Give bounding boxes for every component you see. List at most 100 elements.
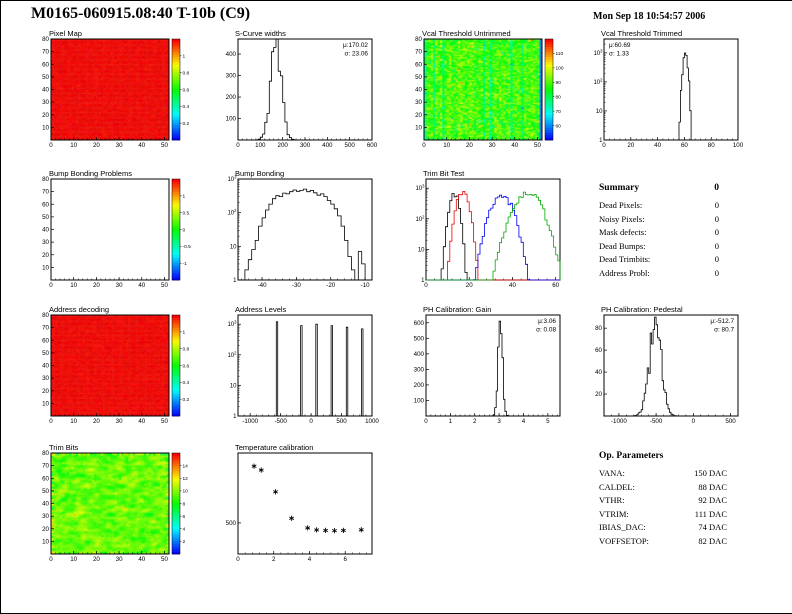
svg-text:30: 30 [116, 556, 123, 563]
svg-text:50: 50 [42, 214, 49, 221]
chart-ph-calibration-pedestal: PH Calibration: Pedestal -1000 -500 0 500 20… [578, 303, 744, 429]
summary-header: Summary 0 [599, 183, 719, 193]
chart-vcal-threshold-untrimmed: Vcal Threshold Untrimmed 0 10 20 30 40 50 10 20… [404, 27, 574, 153]
param-row: VTHR: 92 DAC [599, 494, 727, 508]
svg-text:60: 60 [42, 201, 49, 208]
svg-text:0: 0 [309, 418, 313, 425]
svg-text:12: 12 [183, 476, 189, 482]
svg-text:1: 1 [421, 278, 425, 284]
chart-ph-calibration-gain: PH Calibration: Gain 0 1 2 3 4 5 100 200 300 400 5… [400, 303, 566, 429]
svg-text:20: 20 [627, 142, 634, 149]
svg-text:400: 400 [322, 142, 333, 149]
svg-text:1: 1 [233, 278, 237, 284]
svg-text:20: 20 [466, 142, 473, 149]
chart-title: Vcal Threshold Untrimmed [422, 29, 511, 38]
svg-text:6: 6 [183, 514, 186, 520]
svg-text:60: 60 [552, 282, 559, 289]
svg-text:10: 10 [70, 142, 77, 149]
summary-row: Mask defects: 0 [599, 226, 719, 240]
op-parameters-panel: Op. Parameters VANA: 150 DAC CALDEL: 88 … [599, 451, 727, 548]
svg-text:10: 10 [443, 142, 450, 149]
svg-text:80: 80 [42, 312, 49, 319]
svg-text:10: 10 [596, 109, 603, 115]
svg-text:0.4: 0.4 [183, 104, 190, 110]
row-value: 74 DAC [698, 522, 727, 532]
svg-text:60: 60 [595, 347, 602, 354]
trimbit_test-plot: 0 20 40 60 1 10 102 103 [415, 178, 561, 289]
svg-text:500: 500 [725, 418, 736, 425]
svg-text:1: 1 [183, 194, 186, 200]
svg-text:200: 200 [278, 142, 289, 149]
svg-text:0: 0 [49, 556, 53, 563]
summary-total: 0 [714, 183, 719, 193]
svg-text:20: 20 [93, 142, 100, 149]
row-label: Dead Pixels: [599, 200, 643, 210]
svg-text:20: 20 [93, 556, 100, 563]
svg-text:100: 100 [414, 397, 425, 404]
param-row: VOFFSETOP: 82 DAC [599, 535, 727, 549]
pixel_map-heatmap-canvas [51, 39, 169, 140]
trim_bits-plot: 0 10 20 30 40 50 10 20 30 40 50 60 70 80 2 4 6 8 10 12 14 [42, 450, 189, 563]
svg-text:60: 60 [42, 61, 49, 68]
svg-text:500: 500 [414, 335, 425, 342]
row-label: Address Probl: [599, 267, 650, 278]
svg-text:600: 600 [367, 142, 378, 149]
svg-text:30: 30 [42, 513, 49, 520]
summary-row: Dead Pixels: 0 [599, 199, 719, 213]
svg-text:10: 10 [42, 538, 49, 545]
svg-text:40: 40 [42, 363, 49, 370]
svg-text:70: 70 [42, 49, 49, 56]
chart-vcal-threshold-trimmed: Vcal Threshold Trimmed 0 20 40 60 80 100 1 10 10… [578, 27, 744, 153]
param-row: VANA: 150 DAC [599, 467, 727, 481]
op-parameters-header: Op. Parameters [599, 451, 727, 461]
svg-text:30: 30 [116, 282, 123, 289]
svg-text:300: 300 [300, 142, 311, 149]
svg-text:70: 70 [42, 463, 49, 470]
svg-text:103: 103 [227, 175, 237, 184]
svg-text:0: 0 [692, 418, 696, 425]
row-value: 0 [714, 240, 719, 251]
row-label: Mask defects: [599, 227, 647, 237]
row-value: 0 [714, 200, 719, 210]
svg-text:400: 400 [414, 351, 425, 358]
svg-text:10: 10 [183, 489, 189, 495]
svg-text:30: 30 [415, 99, 422, 106]
svg-text:10: 10 [42, 400, 49, 407]
svg-text:20: 20 [42, 526, 49, 533]
summary-row: Dead Trimbits: 0 [599, 253, 719, 267]
svg-text:80: 80 [415, 36, 422, 43]
chart-title: PH Calibration: Pedestal [601, 305, 683, 314]
pixel_map-plot: 0 10 20 30 40 50 10 20 30 40 50 60 70 80 0.2 0.4 0.6 0.8 1 [42, 36, 190, 149]
svg-text:80: 80 [595, 325, 602, 332]
svg-text:10: 10 [42, 264, 49, 271]
chart-title: PH Calibration: Gain [423, 305, 492, 314]
svg-text:500: 500 [345, 142, 356, 149]
ph_pedestal-plot: -1000 -500 0 500 20 40 60 80 μ:-512.7 σ: 80.7 [595, 314, 739, 425]
chart-title: Address Levels [235, 305, 287, 314]
summary-row: Address Probl: 0 [599, 267, 719, 281]
svg-text:102: 102 [593, 77, 603, 86]
summary-title: Summary [599, 183, 640, 193]
addr_decoding-plot: 0 10 20 30 40 50 10 20 30 40 50 60 70 80 0.2 0.4 0.6 0.8 1 [42, 312, 190, 425]
vcal_trimmed-plot: 0 20 40 60 80 100 1 10 102 103 μ:60.69 σ: 1.33 [593, 38, 744, 149]
svg-text:100: 100 [556, 66, 564, 72]
svg-text:20: 20 [42, 388, 49, 395]
op-parameters-title: Op. Parameters [599, 451, 664, 461]
svg-text:20: 20 [415, 112, 422, 119]
svg-text:70: 70 [42, 325, 49, 332]
svg-text:0: 0 [236, 556, 240, 563]
chart-scurve-widths: S-Curve widths 0 100 200 300 400 500 600 100 200… [212, 27, 378, 153]
svg-text:0.2: 0.2 [183, 397, 190, 403]
svg-text:10: 10 [42, 124, 49, 131]
svg-text:μ:-512.7: μ:-512.7 [710, 318, 734, 325]
svg-text:30: 30 [116, 142, 123, 149]
row-label: VTHR: [599, 495, 625, 505]
svg-text:1000: 1000 [365, 418, 379, 425]
svg-text:500: 500 [336, 418, 347, 425]
bump_problems-heatmap-canvas [51, 179, 169, 280]
svg-text:4: 4 [183, 527, 186, 533]
svg-text:0: 0 [49, 142, 53, 149]
svg-text:40: 40 [138, 142, 145, 149]
svg-text:10: 10 [415, 124, 422, 131]
